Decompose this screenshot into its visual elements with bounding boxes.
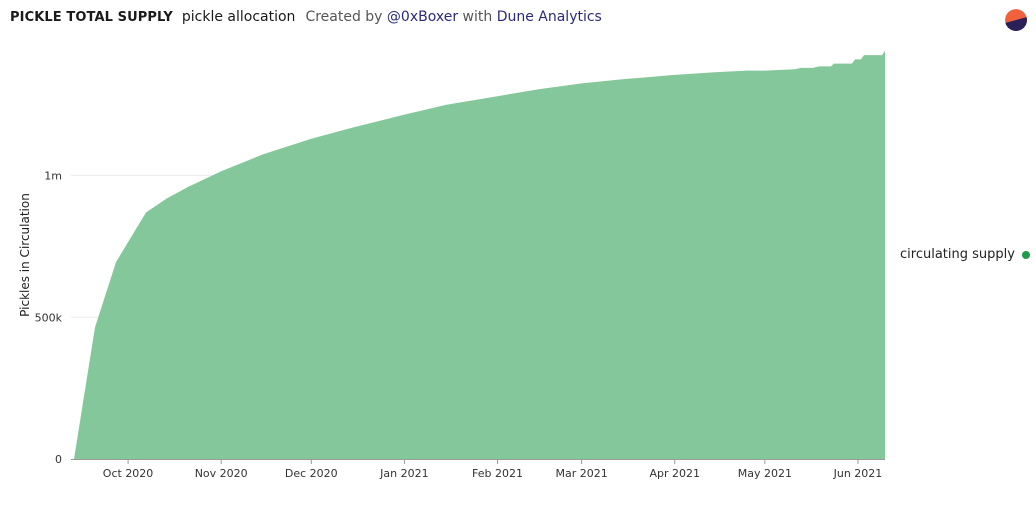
axes: 0 500k 1m Oct 2020 Nov 2020 Dec 2020 Jan 2021 F… xyxy=(35,170,885,480)
legend-label: circulating supply xyxy=(900,247,1015,262)
legend-marker xyxy=(1021,250,1030,259)
chart-header: PICKLE TOTAL SUPPLY pickle allocation Cr… xyxy=(10,9,602,31)
series-layer xyxy=(74,50,885,459)
dune-logo-icon[interactable] xyxy=(1005,9,1027,31)
y-tick-label: 500k xyxy=(35,311,63,324)
legend[interactable]: circulating supply xyxy=(900,247,1030,262)
created-by-text: Created by xyxy=(305,9,383,25)
series-area-circulating-supply[interactable] xyxy=(74,50,885,459)
query-name: pickle allocation xyxy=(181,9,296,25)
chart-title: PICKLE TOTAL SUPPLY xyxy=(10,10,173,25)
y-axis-label: Pickles in Circulation xyxy=(18,193,32,317)
x-tick-label: Apr 2021 xyxy=(649,467,700,480)
y-tick-label: 0 xyxy=(55,453,62,466)
x-tick-label: Mar 2021 xyxy=(556,467,608,480)
x-tick-label: Feb 2021 xyxy=(472,467,523,480)
x-tick-label: May 2021 xyxy=(738,467,792,480)
y-tick-label: 1m xyxy=(44,170,62,183)
x-tick-label: Jan 2021 xyxy=(379,467,428,480)
with-text: with xyxy=(462,9,493,25)
x-tick-label: Nov 2020 xyxy=(195,467,248,480)
author-link[interactable]: @0xBoxer xyxy=(386,9,459,25)
credit-line: Created by @0xBoxer with Dune Analytics xyxy=(305,9,601,25)
platform-link[interactable]: Dune Analytics xyxy=(496,9,602,25)
x-tick-label: Jun 2021 xyxy=(833,467,883,480)
x-tick-label: Oct 2020 xyxy=(103,467,154,480)
x-tick-label: Dec 2020 xyxy=(285,467,338,480)
